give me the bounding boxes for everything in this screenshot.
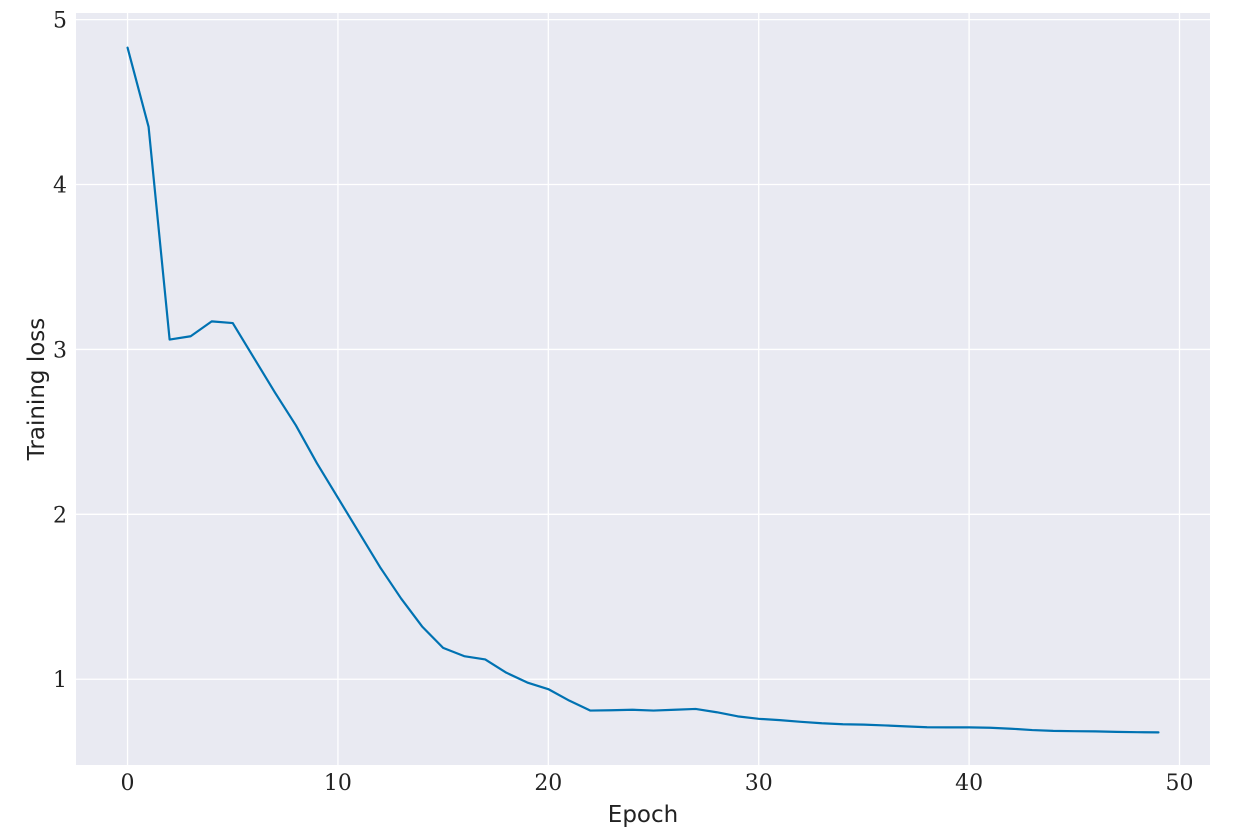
x-axis-label: Epoch xyxy=(608,802,678,828)
y-tick-label: 4 xyxy=(53,174,67,199)
y-tick-label: 1 xyxy=(53,668,67,693)
x-tick-label: 10 xyxy=(324,771,352,796)
training-loss-line xyxy=(126,46,1160,734)
grid-lines xyxy=(76,13,1210,765)
y-tick-labels: 1 2 3 4 5 xyxy=(53,9,67,694)
x-tick-label: 50 xyxy=(1165,771,1193,796)
x-tick-label: 20 xyxy=(534,771,562,796)
x-tick-labels: 0 10 20 30 40 50 xyxy=(121,771,1194,796)
y-tick-label: 3 xyxy=(53,338,67,363)
y-axis-label: Training loss xyxy=(24,318,50,462)
x-tick-label: 0 xyxy=(121,771,135,796)
x-tick-label: 30 xyxy=(745,771,773,796)
series-group xyxy=(126,46,1160,734)
x-tick-label: 40 xyxy=(955,771,983,796)
y-tick-label: 2 xyxy=(53,503,67,528)
plot-area xyxy=(76,13,1210,765)
y-tick-label: 5 xyxy=(53,9,67,34)
